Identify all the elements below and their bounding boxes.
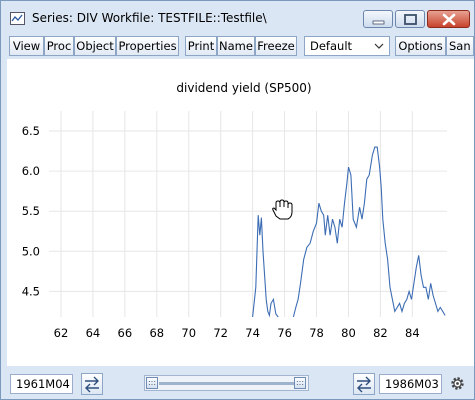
series-icon [10,12,25,25]
x-tick-label: 72 [213,326,228,340]
line-chart: dividend yield (SP500) 4.5 5.0 5.5 6.0 6.5 6… [22,81,447,340]
sample-range-slider[interactable]: ::: ::: [144,375,309,391]
slider-end-handle[interactable]: ::: [294,377,306,389]
start-arrows-button[interactable] [81,373,103,395]
x-tick-label: 62 [54,326,69,340]
y-tick-label: 6.0 [22,164,40,178]
toolbar: View Proc Object Properties Print Name F… [1,35,474,57]
close-icon [442,13,456,26]
x-tick-label: 76 [277,326,292,340]
x-tick-label: 78 [309,326,324,340]
end-arrows-button[interactable] [353,373,375,395]
series-line-div [252,146,446,318]
x-tick-label: 82 [373,326,388,340]
x-tick-label: 80 [341,326,356,340]
proc-button[interactable]: Proc [44,36,74,56]
x-tick-label: 68 [149,326,164,340]
minimize-icon [372,20,385,25]
swap-arrows-icon [85,376,99,393]
options-button[interactable]: Options [395,36,446,56]
chevron-down-icon [374,43,384,49]
y-tick-label: 6.5 [22,124,40,138]
sample-statusbar: 1961M04 ::: ::: 1986M03 [1,369,474,399]
close-button[interactable] [427,10,470,28]
x-tick-label: 70 [181,326,196,340]
object-button[interactable]: Object [74,36,116,56]
y-tick-label: 5.5 [22,204,40,218]
title-bar[interactable]: Series: DIV Workfile: TESTFILE::Testfile… [1,1,474,35]
x-tick-label: 66 [118,326,133,340]
x-tick-label: 74 [245,326,260,340]
y-tick-label: 5.0 [22,244,40,258]
end-date-field[interactable]: 1986M03 [379,374,442,394]
properties-button[interactable]: Properties [116,36,179,56]
start-date-field[interactable]: 1961M04 [10,374,73,394]
freeze-button[interactable]: Freeze [255,36,297,56]
swap-arrows-icon [357,376,371,393]
minimize-button[interactable] [363,10,393,28]
window-title: Series: DIV Workfile: TESTFILE::Testfile… [32,11,267,25]
dropdown-value: Default [310,39,353,53]
chart-title: dividend yield (SP500) [176,81,311,95]
maximize-button[interactable] [395,10,425,28]
graph-area[interactable]: dividend yield (SP500) 4.5 5.0 5.5 6.0 6.5 6… [7,59,474,366]
maximize-icon [404,14,417,25]
x-tick-label: 64 [86,326,101,340]
hand-cursor-icon [272,199,293,220]
name-button[interactable]: Name [217,36,255,56]
print-button[interactable]: Print [185,36,217,56]
slider-start-handle[interactable]: ::: [146,377,158,389]
y-tick-label: 4.5 [22,284,40,298]
sample-button[interactable]: San [446,36,474,56]
graph-template-dropdown[interactable]: Default [304,36,390,56]
x-tick-label: 84 [405,326,420,340]
gear-icon[interactable] [449,375,466,392]
view-button[interactable]: View [9,36,44,56]
slider-track [159,382,294,385]
